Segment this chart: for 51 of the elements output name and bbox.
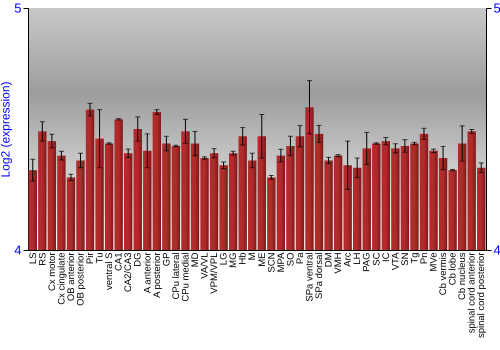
x-tick-label: MVe — [428, 252, 440, 272]
x-tick-label: Hb — [238, 252, 249, 265]
x-tick-label: LG — [218, 252, 230, 266]
x-tick-label: A posterior — [152, 252, 163, 298]
x-tick-label: IC — [380, 252, 392, 262]
x-tick-label: DG — [132, 252, 144, 267]
x-tick-label: OB anterior — [66, 252, 77, 302]
x-tick-label: CA2/CA3 — [123, 252, 134, 292]
x-tick-label: VTA — [390, 252, 402, 270]
x-tick-label: ME — [256, 252, 268, 267]
x-tick-label: GP — [161, 252, 172, 266]
x-tick-label: Cx cingulate — [56, 252, 68, 305]
x-tick-label: MPA — [276, 252, 287, 272]
x-tick-label: VA/VL — [200, 252, 211, 279]
x-tick-label: Pir — [85, 252, 96, 264]
x-tick-label: MG — [228, 252, 240, 268]
x-tick-label: CA1 — [114, 252, 125, 271]
x-tick-label: CPu medial — [180, 252, 192, 302]
x-tick-label: DM — [324, 252, 335, 268]
x-tick-label: Cx motor — [46, 252, 58, 292]
x-tick-label: CPu lateral — [170, 252, 182, 300]
y-axis-title: Log2 (expression) — [0, 81, 12, 178]
x-tick-label: spinal cord posterior — [476, 252, 488, 338]
x-tick-label: Pn — [418, 252, 430, 264]
x-tick-label: VMH — [333, 252, 344, 274]
x-tick-label: Cb nucleus — [457, 252, 468, 300]
x-tick-label: Tg — [409, 252, 420, 264]
x-tick-label: SO — [285, 252, 296, 266]
x-tick-label: SC — [371, 252, 382, 266]
x-tick-label: SPa ventral — [304, 252, 316, 302]
y2-tick-label: 4 — [494, 242, 500, 258]
x-tick-label: Cb lobe — [448, 252, 459, 286]
x-tick-label: Tu — [94, 252, 106, 264]
x-tick-label: RS — [37, 252, 48, 266]
x-tick-label: Pa — [294, 252, 306, 264]
x-tick-label: LH — [352, 252, 364, 265]
x-tick-label: Arc — [342, 252, 354, 267]
x-tick-label: Cb vermis — [438, 252, 450, 296]
x-tick-label: spinal cord anterior — [466, 252, 478, 334]
x-tick-label: SCN — [266, 252, 278, 273]
x-tick-label: OB posterior — [75, 252, 86, 306]
x-tick-label: PAG — [362, 252, 373, 272]
x-tick-label: M — [247, 252, 258, 260]
x-tick-label: VPM/VPL — [209, 252, 220, 294]
x-tick-label: MD — [190, 252, 201, 268]
x-tick-label: A anterior — [142, 252, 154, 294]
x-tick-label: LS — [28, 252, 39, 264]
x-tick-label: ventral S — [104, 252, 116, 290]
x-tick-label: SN — [400, 252, 411, 266]
x-tick-label: SPa dorsal — [314, 252, 326, 299]
y2-tick-label: 5 — [494, 0, 500, 16]
